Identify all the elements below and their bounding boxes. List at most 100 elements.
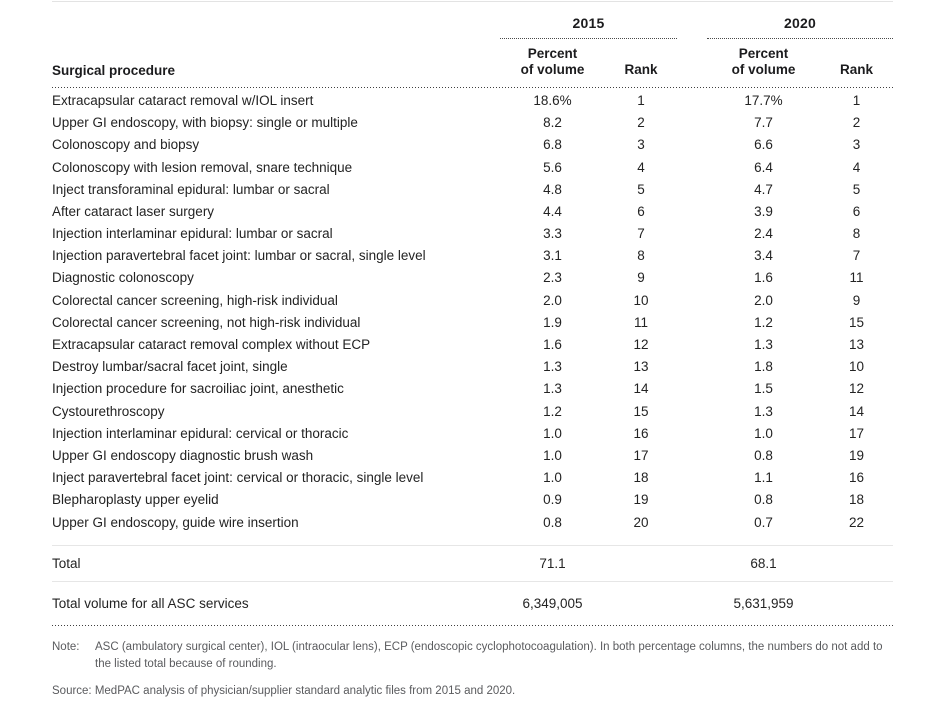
- total-volume-row: Total volume for all ASC services 6,349,…: [52, 581, 893, 625]
- rank-2020: 10: [848, 359, 865, 375]
- procedure-name: Colonoscopy and biopsy: [52, 137, 200, 153]
- percent-2015: 1.3: [543, 381, 562, 397]
- percent-of-volume-2020-header: Percent of volume: [731, 46, 796, 78]
- procedure-name: Upper GI endoscopy, with biopsy: single …: [52, 115, 358, 131]
- table-row: Upper GI endoscopy diagnostic brush wash…: [52, 444, 893, 466]
- rank-2015: 19: [633, 492, 649, 508]
- year-2015-header: 2015: [500, 15, 677, 39]
- percent-2020: 3.9: [754, 203, 773, 219]
- year-header-spacer: [52, 15, 500, 39]
- percent-2020: 0.8: [754, 492, 773, 508]
- year-2020-header: 2020: [707, 15, 893, 39]
- total-percent-2015: 71.1: [539, 556, 566, 572]
- rank-2020: 4: [852, 159, 861, 175]
- table-row: Inject transforaminal epidural: lumbar o…: [52, 178, 893, 200]
- rank-2020: 19: [848, 447, 865, 463]
- percent-2020: 4.7: [754, 181, 773, 197]
- procedure-name: Colonoscopy with lesion removal, snare t…: [52, 159, 353, 175]
- percent-2015: 2.0: [543, 292, 562, 308]
- table-row: Extracapsular cataract removal complex w…: [52, 333, 893, 355]
- rank-2015: 3: [637, 137, 645, 153]
- procedure-name: Diagnostic colonoscopy: [52, 270, 194, 286]
- percent-2020: 1.2: [754, 314, 773, 330]
- rank-2015: 1: [637, 92, 645, 108]
- top-divider: [52, 1, 893, 2]
- rank-2020: 7: [852, 248, 861, 264]
- rank-2015: 9: [637, 270, 645, 286]
- total-volume-label: Total volume for all ASC services: [52, 596, 249, 612]
- percent-2020: 3.4: [754, 248, 773, 264]
- rank-2020: 3: [852, 137, 861, 153]
- rank-2020: 16: [848, 470, 865, 486]
- procedure-column-header: Surgical procedure: [52, 63, 176, 79]
- procedure-name: Injection interlaminar epidural: cervica…: [52, 425, 349, 441]
- rank-2020-header: Rank: [839, 62, 873, 78]
- rank-2015: 7: [637, 226, 645, 242]
- total-label: Total: [52, 556, 81, 572]
- procedure-name: Upper GI endoscopy diagnostic brush wash: [52, 447, 314, 463]
- note-label: Note:: [52, 641, 80, 654]
- percent-2015: 6.8: [543, 137, 562, 153]
- rank-2015: 15: [633, 403, 649, 419]
- percent-2020: 1.1: [754, 470, 773, 486]
- rank-2015-header: Rank: [624, 62, 658, 78]
- procedure-name: Injection paravertebral facet joint: lum…: [52, 248, 426, 264]
- rank-2020: 13: [848, 337, 865, 353]
- procedure-name: Injection interlaminar epidural: lumbar …: [52, 226, 333, 242]
- percent-2020: 1.8: [754, 359, 773, 375]
- column-group-gap: [677, 15, 707, 39]
- rank-2015: 5: [637, 181, 645, 197]
- table-body: Extracapsular cataract removal w/IOL ins…: [52, 89, 893, 533]
- rank-2020: 15: [848, 314, 865, 330]
- percent-2020: 17.7%: [744, 92, 783, 108]
- total-percent-2020: 68.1: [750, 556, 777, 572]
- procedure-name: Blepharoplasty upper eyelid: [52, 492, 219, 508]
- percent-2015: 1.6: [543, 337, 562, 353]
- percent-2020: 7.7: [754, 115, 773, 131]
- percent-2015: 4.8: [543, 181, 562, 197]
- percent-2020: 1.6: [754, 270, 773, 286]
- rank-2020: 22: [848, 514, 865, 530]
- year-header-row: 2015 2020: [52, 15, 893, 39]
- procedure-name: Inject paravertebral facet joint: cervic…: [52, 470, 424, 486]
- percent-2015: 1.9: [543, 314, 562, 330]
- procedure-name: Inject transforaminal epidural: lumbar o…: [52, 181, 330, 197]
- percent-2020: 1.0: [754, 425, 773, 441]
- rank-2015: 2: [637, 115, 645, 131]
- rank-2020: 18: [848, 492, 865, 508]
- percent-2020: 6.6: [754, 137, 773, 153]
- percent-of-volume-2015-header: Percent of volume: [520, 46, 585, 78]
- percent-2015: 18.6%: [533, 92, 572, 108]
- rank-2020: 9: [852, 292, 861, 308]
- rank-2020: 14: [848, 403, 865, 419]
- percent-2020: 2.0: [754, 292, 773, 308]
- rank-2015: 13: [633, 359, 649, 375]
- rank-2020: 8: [852, 226, 861, 242]
- rank-2020: 1: [852, 92, 861, 108]
- table-row: Colorectal cancer screening, high-risk i…: [52, 289, 893, 311]
- procedure-name: Injection procedure for sacroiliac joint…: [52, 381, 344, 397]
- table-bottom-divider: [52, 625, 893, 627]
- rank-2015: 10: [633, 292, 649, 308]
- header-divider: [52, 87, 893, 89]
- procedure-name: Colorectal cancer screening, not high-ri…: [52, 314, 361, 330]
- column-header-row: Surgical procedure Percent of volume Ran…: [52, 39, 893, 87]
- table-row: Colorectal cancer screening, not high-ri…: [52, 311, 893, 333]
- procedure-name: Extracapsular cataract removal complex w…: [52, 337, 371, 353]
- rank-2020: 11: [849, 270, 864, 286]
- percent-2020: 6.4: [754, 159, 773, 175]
- procedure-name: After cataract laser surgery: [52, 203, 215, 219]
- rank-2015: 14: [633, 381, 649, 397]
- procedure-name: Upper GI endoscopy, guide wire insertion: [52, 514, 299, 530]
- percent-2015: 0.8: [543, 514, 562, 530]
- table-row: Injection procedure for sacroiliac joint…: [52, 378, 893, 400]
- percent-2020: 1.3: [754, 337, 773, 353]
- percent-2015: 1.0: [543, 425, 562, 441]
- table-row: Injection interlaminar epidural: lumbar …: [52, 223, 893, 245]
- table-row: Upper GI endoscopy, with biopsy: single …: [52, 112, 893, 134]
- percent-2020: 1.3: [754, 403, 773, 419]
- rank-2020: 12: [848, 381, 865, 397]
- note-text: ASC (ambulatory surgical center), IOL (i…: [95, 641, 883, 671]
- rank-2020: 17: [848, 425, 865, 441]
